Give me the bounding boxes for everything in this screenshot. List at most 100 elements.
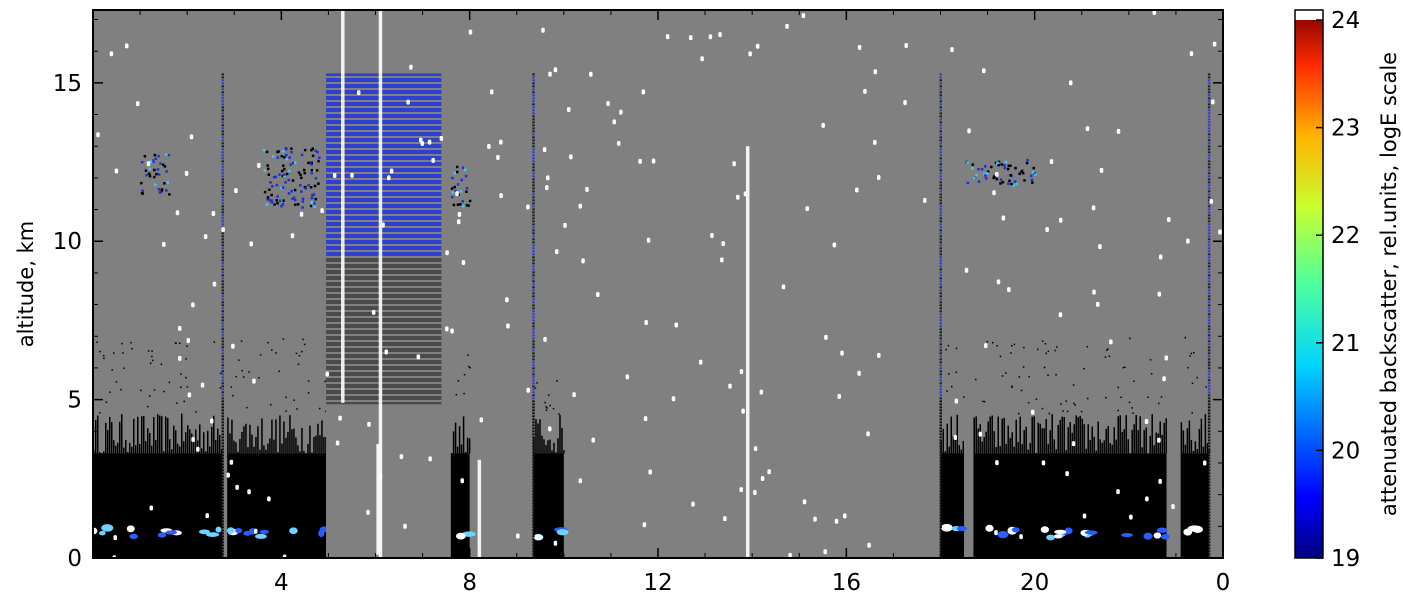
signal-dot	[552, 407, 555, 410]
vertical-dotted-line	[939, 322, 942, 325]
boundary-layer-speckle	[213, 415, 215, 454]
vertical-dotted-line	[221, 331, 224, 334]
vertical-dotted-line	[1207, 508, 1211, 511]
missing-data-mark	[212, 281, 217, 287]
vertical-dotted-line	[221, 217, 224, 220]
boundary-layer-speckle	[111, 422, 113, 454]
signal-dot	[115, 381, 118, 383]
vertical-dotted-line	[532, 88, 535, 91]
vertical-dotted-line	[221, 118, 224, 121]
gap-below-block	[326, 404, 442, 558]
vertical-dotted-line	[221, 265, 224, 268]
cirrus-mark	[272, 175, 276, 179]
cirrus-mark	[301, 197, 305, 201]
missing-data-mark	[904, 43, 908, 49]
signal-dot	[238, 359, 240, 361]
vertical-dotted-line	[532, 82, 535, 85]
boundary-layer-speckle	[215, 440, 217, 454]
signal-dot	[111, 369, 113, 371]
boundary-layer-speckle	[954, 438, 956, 454]
missing-data-mark	[755, 43, 760, 49]
boundary-layer-speckle	[456, 446, 459, 454]
boundary-layer-speckle	[289, 415, 291, 454]
vertical-dotted-line	[1207, 160, 1211, 163]
missing-data-mark	[873, 139, 877, 145]
missing-data-mark	[456, 219, 461, 225]
vertical-dotted-line	[221, 499, 224, 502]
vertical-dotted-line	[939, 451, 942, 454]
missing-data-mark	[785, 23, 789, 29]
cirrus-mark	[450, 187, 454, 190]
vertical-dotted-line	[939, 337, 942, 340]
vertical-dotted-line	[939, 211, 942, 214]
boundary-layer-speckle	[1001, 418, 1003, 454]
vertical-dotted-line	[1207, 355, 1211, 358]
vertical-dotted-line	[1207, 115, 1211, 118]
boundary-layer	[533, 453, 564, 558]
missing-data-mark	[175, 210, 180, 216]
signal-dot	[185, 376, 187, 379]
boundary-layer-speckle	[1091, 426, 1093, 454]
signal-dot	[153, 389, 156, 391]
vertical-dotted-line	[221, 250, 224, 253]
signal-dot	[213, 341, 216, 343]
vertical-dotted-line	[1207, 229, 1211, 232]
vertical-dotted-line	[221, 391, 224, 394]
vertical-dotted-line	[1207, 430, 1211, 433]
vertical-dotted-line	[939, 538, 942, 541]
vertical-dotted-line	[221, 193, 224, 196]
vertical-dotted-line	[532, 121, 535, 124]
signal-dot	[556, 380, 558, 382]
boundary-layer-speckle	[199, 424, 201, 454]
missing-data-mark	[1212, 41, 1217, 47]
vertical-dotted-line	[1207, 421, 1211, 424]
signal-dot	[1196, 376, 1198, 379]
vertical-dotted-line	[221, 454, 224, 457]
vertical-dotted-line	[1207, 394, 1211, 397]
boundary-layer-speckle	[139, 443, 141, 454]
vertical-dotted-line	[221, 127, 224, 130]
low-cloud-mark	[456, 532, 466, 540]
signal-dot	[302, 338, 304, 341]
vertical-dotted-line	[532, 253, 535, 256]
vertical-dotted-line	[939, 181, 942, 184]
boundary-layer-speckle	[458, 426, 461, 454]
vertical-dotted-line	[532, 148, 535, 151]
cirrus-mark	[284, 146, 288, 150]
vertical-dotted-line	[221, 493, 224, 496]
missing-data-mark	[589, 71, 593, 77]
vertical-dotted-line	[221, 244, 224, 247]
boundary-layer-speckle	[1011, 432, 1013, 454]
boundary-layer-speckle	[1069, 422, 1071, 454]
low-cloud-mark	[215, 526, 222, 533]
vertical-dotted-line	[221, 262, 224, 265]
vertical-dotted-line	[1207, 232, 1211, 235]
missing-data-mark	[1071, 441, 1076, 447]
missing-data-mark	[1186, 238, 1190, 244]
boundary-layer-speckle	[1127, 439, 1129, 454]
signal-dot	[1045, 352, 1047, 355]
vertical-dotted-line	[1207, 298, 1211, 301]
missing-data-mark	[953, 435, 958, 441]
missing-data-streak	[341, 10, 345, 403]
cirrus-mark	[1012, 184, 1015, 187]
vertical-dotted-line	[221, 223, 224, 226]
cirrus-mark	[451, 195, 454, 199]
cirrus-mark	[994, 175, 997, 179]
boundary-layer-speckle	[283, 421, 285, 454]
vertical-dotted-line	[221, 319, 224, 322]
vertical-dotted-line	[1207, 469, 1211, 472]
signal-dot	[186, 386, 189, 388]
low-cloud-mark	[1160, 533, 1170, 540]
missing-data-mark	[135, 101, 140, 107]
boundary-layer-speckle	[977, 428, 979, 454]
vertical-dotted-line	[221, 256, 224, 259]
vertical-dotted-line	[939, 121, 942, 124]
vertical-dotted-line	[221, 367, 224, 370]
signal-dot	[195, 411, 197, 413]
vertical-dotted-line	[221, 526, 224, 529]
vertical-dotted-line	[532, 151, 535, 154]
vertical-dotted-line	[532, 394, 535, 397]
cirrus-mark	[297, 171, 301, 174]
missing-data-mark	[788, 552, 792, 558]
